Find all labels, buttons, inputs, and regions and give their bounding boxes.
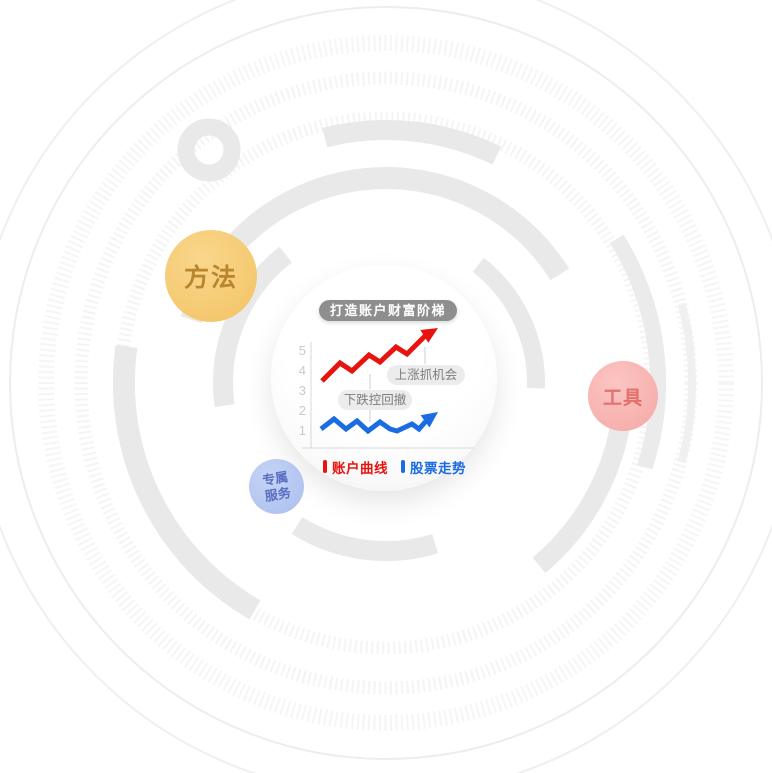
y-tick-label: 5 [298, 343, 306, 358]
y-tick-label: 3 [298, 383, 306, 398]
y-tick-label: 2 [298, 403, 306, 418]
bubble-tool: 工具 [588, 361, 658, 431]
legend-label-stock: 股票走势 [410, 460, 466, 476]
legend-swatch-account-icon [323, 460, 327, 473]
bubble-method: 方法 [165, 230, 257, 322]
y-tick-label: 1 [298, 423, 306, 438]
bubble-service-label-line2: 服务 [263, 484, 292, 504]
legend-swatch-stock-icon [401, 460, 405, 473]
legend-item-stock: 股票走势 [401, 457, 466, 477]
bubble-service: 专属 服务 [245, 455, 308, 518]
bubble-method-label: 方法 [183, 264, 238, 292]
chart-title-pill: 打造账户财富阶梯 [319, 300, 457, 321]
annotation-fall-pill: 下跌控回撤 [338, 390, 412, 410]
annotation-rise-pill: 上涨抓机会 [387, 365, 465, 385]
legend-item-account: 账户曲线 [323, 457, 388, 477]
legend-label-account: 账户曲线 [332, 460, 388, 476]
chart-legend: 账户曲线 股票走势 [323, 457, 466, 477]
y-tick-label: 4 [298, 363, 306, 378]
bubble-tool-label: 工具 [602, 387, 643, 409]
chart-title: 打造账户财富阶梯 [329, 303, 446, 318]
